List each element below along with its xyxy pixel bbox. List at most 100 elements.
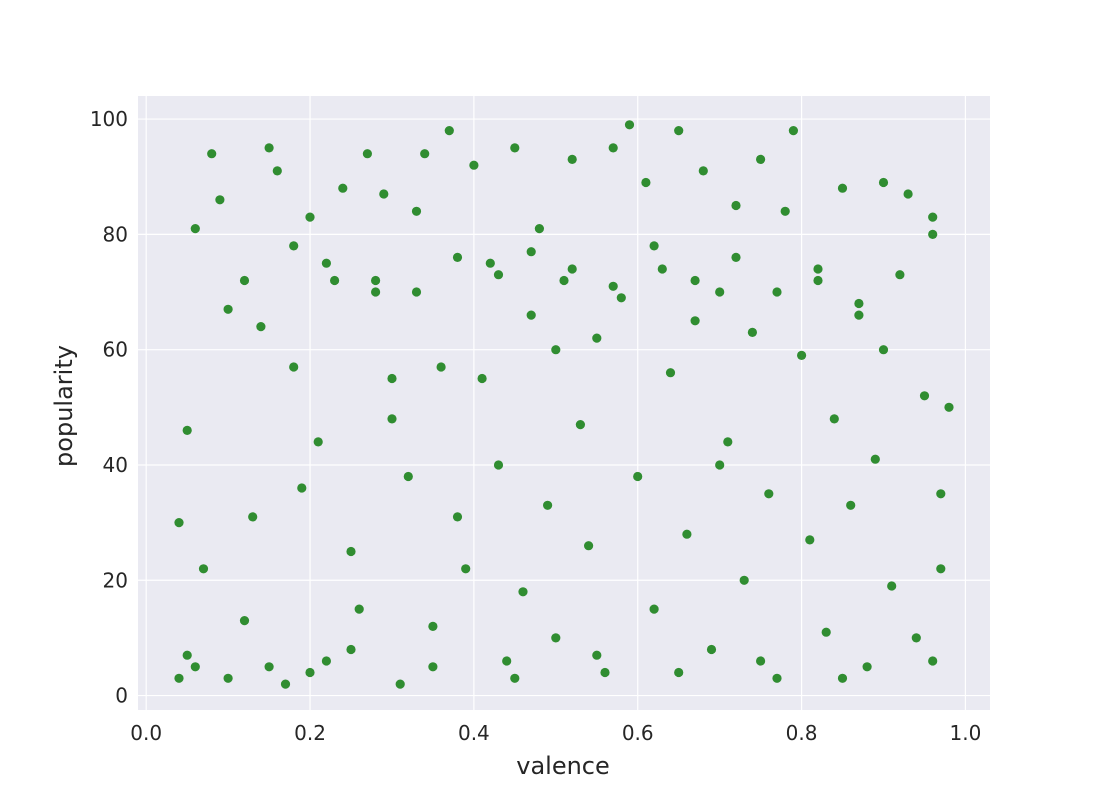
scatter-point xyxy=(837,673,848,683)
scatter-point xyxy=(772,673,782,683)
scatter-point xyxy=(739,575,749,585)
scatter-point xyxy=(297,483,307,493)
scatter-point xyxy=(190,662,200,672)
scatter-point xyxy=(584,541,594,551)
x-axis-ticks: 0.0 0.2 0.4 0.6 0.8 1.0 xyxy=(130,721,981,745)
scatter-point xyxy=(772,287,782,297)
scatter-point xyxy=(280,679,291,689)
scatter-point xyxy=(354,604,364,614)
scatter-point xyxy=(854,298,864,309)
scatter-point xyxy=(624,120,635,130)
scatter-point xyxy=(174,673,184,683)
scatter-point xyxy=(493,270,504,280)
scatter-point xyxy=(567,264,577,274)
scatter-point xyxy=(936,564,946,574)
scatter-point xyxy=(338,183,348,193)
scatter-point xyxy=(223,304,233,314)
scatter-point xyxy=(223,673,233,683)
scatter-point xyxy=(731,252,741,262)
scatter-point xyxy=(379,189,389,199)
scatter-point xyxy=(723,437,733,447)
scatter-point xyxy=(395,679,405,689)
scatter-point xyxy=(551,345,561,355)
scatter-point xyxy=(444,126,454,136)
scatter-point xyxy=(649,604,659,614)
scatter-point xyxy=(477,373,487,384)
scatter-point xyxy=(674,667,684,678)
scatter-point xyxy=(420,149,430,159)
scatter-point xyxy=(813,275,823,286)
scatter-point xyxy=(346,546,356,557)
scatter-point xyxy=(567,154,577,164)
scatter-point xyxy=(248,512,258,522)
scatter-point xyxy=(944,402,954,412)
scatter-point xyxy=(510,673,520,683)
scatter-point xyxy=(174,518,184,528)
scatter-point xyxy=(551,633,561,643)
scatter-point xyxy=(674,126,684,136)
scatter-point xyxy=(485,258,495,268)
scatter-point xyxy=(403,471,413,482)
scatter-point xyxy=(747,327,758,337)
scatter-point xyxy=(641,177,651,188)
grid-lines xyxy=(138,96,990,710)
x-tick-label: 0.6 xyxy=(622,721,654,745)
scatter-point xyxy=(207,149,217,159)
x-axis-label: valence xyxy=(516,752,610,780)
scatter-point xyxy=(600,667,610,678)
scatter-point xyxy=(575,420,586,430)
scatter-point xyxy=(846,500,856,510)
scatter-point xyxy=(190,224,200,234)
scatter-point xyxy=(706,644,717,655)
scatter-point xyxy=(371,287,381,297)
x-tick-label: 0.0 xyxy=(130,721,162,745)
scatter-point xyxy=(895,270,905,280)
scatter-point xyxy=(837,183,848,193)
scatter-point xyxy=(346,644,356,655)
scatter-point xyxy=(657,264,667,274)
scatter-point xyxy=(411,206,422,216)
scatter-point xyxy=(411,287,422,297)
scatter-point xyxy=(788,126,799,136)
scatter-point xyxy=(305,667,315,678)
scatter-point xyxy=(928,656,938,666)
scatter-point xyxy=(330,275,340,286)
scatter-point xyxy=(452,252,463,262)
x-tick-label: 0.8 xyxy=(786,721,818,745)
scatter-point xyxy=(321,656,331,666)
scatter-point xyxy=(928,212,938,222)
scatter-point xyxy=(665,368,676,378)
plot-background xyxy=(138,96,990,710)
scatter-point xyxy=(510,143,520,153)
y-tick-label: 40 xyxy=(103,453,128,477)
y-tick-label: 20 xyxy=(103,568,128,592)
y-axis-label: popularity xyxy=(50,345,78,467)
scatter-point xyxy=(919,391,930,401)
scatter-point xyxy=(239,616,250,626)
scatter-point xyxy=(592,650,602,660)
scatter-point xyxy=(756,656,766,666)
scatter-point xyxy=(215,195,225,205)
scatter-point xyxy=(821,627,831,637)
scatter-point xyxy=(428,621,438,632)
scatter-point xyxy=(493,460,504,470)
scatter-point xyxy=(797,350,807,360)
scatter-point xyxy=(715,460,725,470)
scatter-point xyxy=(264,143,274,153)
scatter-point xyxy=(715,287,725,297)
scatter-point xyxy=(387,414,397,424)
scatter-point xyxy=(559,275,569,286)
scatter-point xyxy=(936,489,946,499)
scatter-point xyxy=(805,535,815,545)
scatter-point xyxy=(878,177,889,188)
scatter-point xyxy=(690,275,700,286)
scatter-point xyxy=(272,166,282,176)
scatter-point xyxy=(862,662,872,672)
scatter-point xyxy=(534,224,545,234)
scatter-point xyxy=(371,275,381,286)
y-tick-label: 80 xyxy=(103,222,128,246)
scatter-point xyxy=(321,258,331,268)
scatter-point xyxy=(239,275,250,286)
scatter-point xyxy=(608,281,618,291)
scatter-point xyxy=(526,310,536,320)
